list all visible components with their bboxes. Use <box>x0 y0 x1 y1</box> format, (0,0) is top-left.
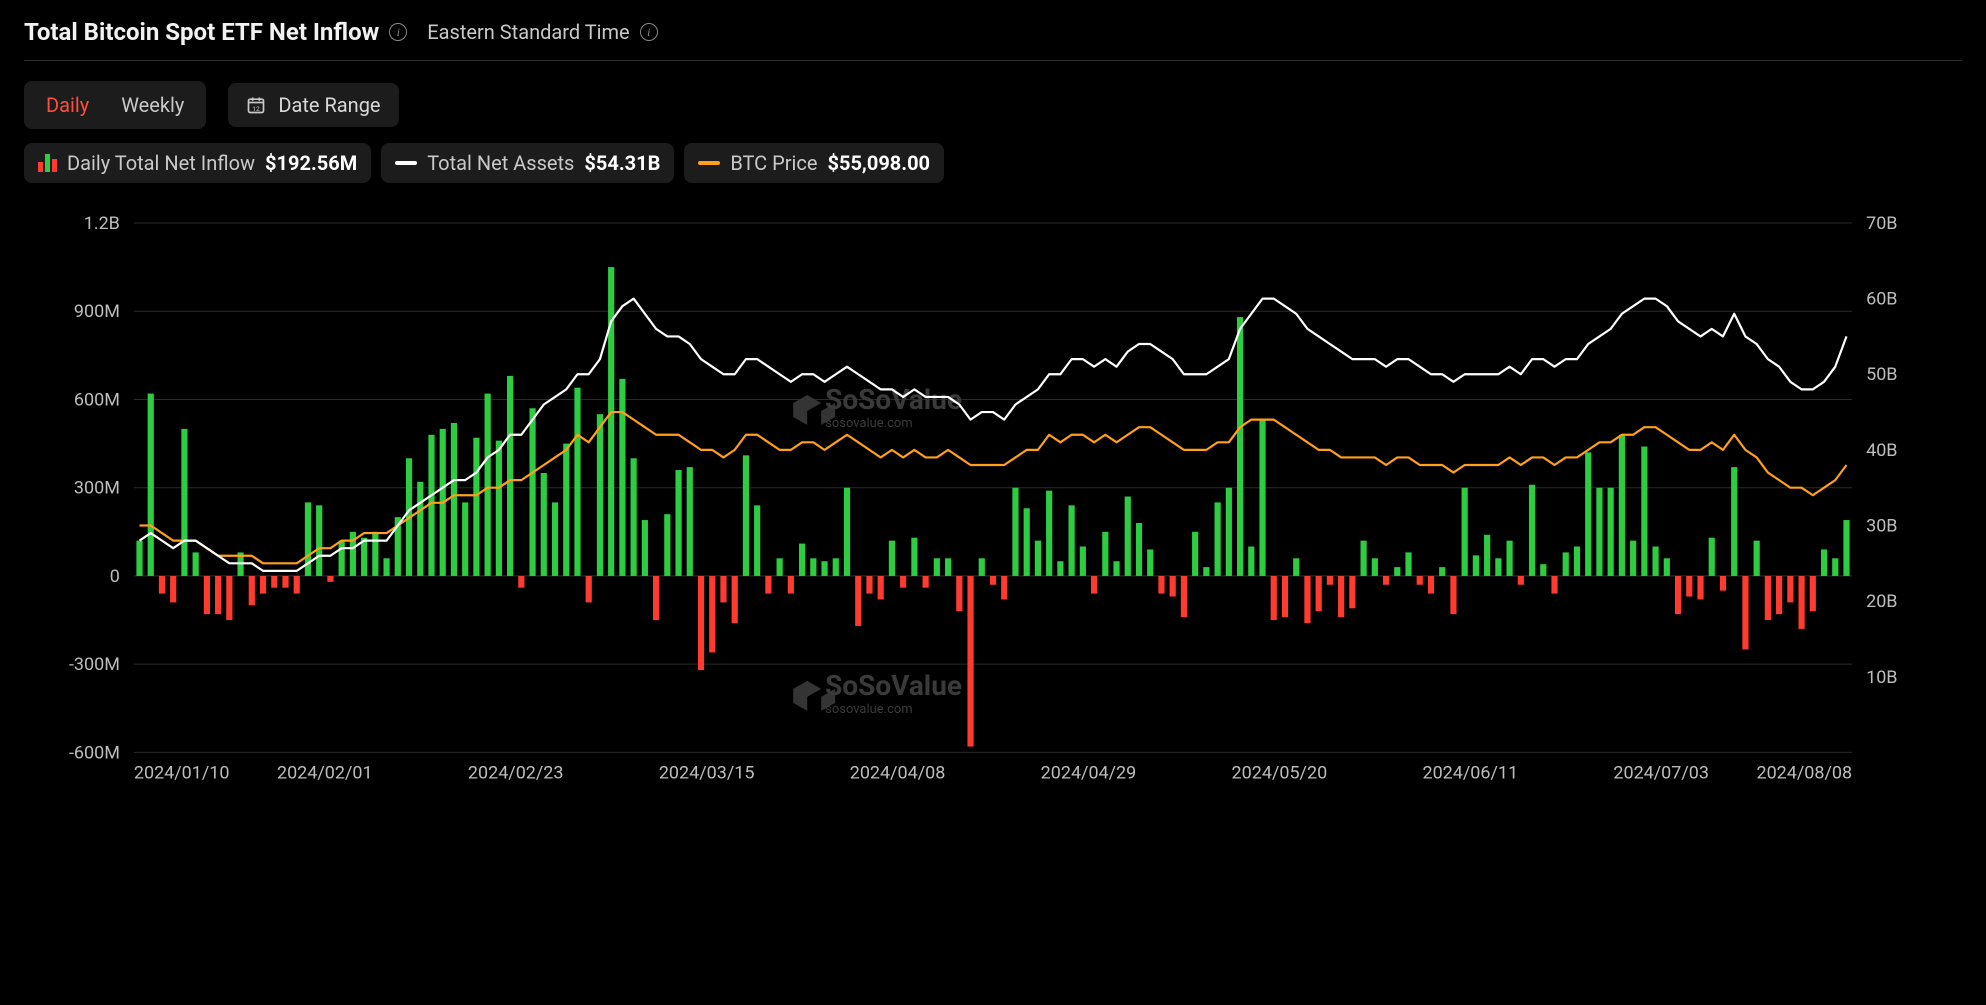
legend-net-assets[interactable]: Total Net Assets $54.31B <box>381 143 674 183</box>
svg-text:2024/04/29: 2024/04/29 <box>1041 762 1137 783</box>
info-icon[interactable]: i <box>389 23 407 41</box>
svg-text:60B: 60B <box>1866 289 1897 310</box>
line-swatch-icon <box>698 161 720 165</box>
legend-btc-price[interactable]: BTC Price $55,098.00 <box>684 143 944 183</box>
svg-text:2024/03/15: 2024/03/15 <box>659 762 755 783</box>
svg-text:70B: 70B <box>1866 213 1897 234</box>
svg-text:12: 12 <box>253 105 261 113</box>
svg-text:SoSoValue: SoSoValue <box>825 383 962 416</box>
bars-swatch-icon <box>38 154 57 172</box>
date-range-button[interactable]: 12 Date Range <box>228 83 398 127</box>
svg-text:900M: 900M <box>74 301 120 322</box>
legend-net-assets-label: Total Net Assets <box>427 151 574 175</box>
svg-text:2024/05/20: 2024/05/20 <box>1232 762 1328 783</box>
segment-daily[interactable]: Daily <box>32 87 103 123</box>
svg-text:0: 0 <box>110 566 120 587</box>
segment-weekly[interactable]: Weekly <box>107 87 198 123</box>
svg-text:300M: 300M <box>74 478 120 499</box>
svg-text:600M: 600M <box>74 389 120 410</box>
svg-text:2024/06/11: 2024/06/11 <box>1422 762 1518 783</box>
svg-text:2024/07/03: 2024/07/03 <box>1613 762 1709 783</box>
controls: Daily Weekly 12 Date Range <box>24 61 1962 143</box>
page-title: Total Bitcoin Spot ETF Net Inflow i <box>24 18 407 46</box>
info-icon[interactable]: i <box>640 23 658 41</box>
legend-net-inflow-value: $192.56M <box>265 151 357 175</box>
title-text: Total Bitcoin Spot ETF Net Inflow <box>24 18 379 46</box>
chart-svg[interactable]: -600M -300M 0 300M 600M 900M 1.2B 10B 20B 30B 40B 5… <box>24 193 1962 812</box>
svg-text:40B: 40B <box>1866 440 1897 461</box>
svg-text:2024/01/10: 2024/01/10 <box>134 762 230 783</box>
header: Total Bitcoin Spot ETF Net Inflow i East… <box>24 18 1962 61</box>
svg-text:-600M: -600M <box>69 742 120 763</box>
legend-net-inflow[interactable]: Daily Total Net Inflow $192.56M <box>24 143 371 183</box>
svg-text:2024/02/23: 2024/02/23 <box>468 762 564 783</box>
legend-btc-price-value: $55,098.00 <box>828 151 931 175</box>
svg-text:30B: 30B <box>1866 516 1897 537</box>
svg-text:SoSoValue: SoSoValue <box>825 669 962 702</box>
svg-text:sosovalue.com: sosovalue.com <box>825 702 912 717</box>
period-segment: Daily Weekly <box>24 81 206 129</box>
timezone-label: Eastern Standard Time i <box>427 20 657 44</box>
date-range-label: Date Range <box>278 93 380 117</box>
svg-text:2024/08/08: 2024/08/08 <box>1756 762 1852 783</box>
svg-text:10B: 10B <box>1866 667 1897 688</box>
svg-text:-300M: -300M <box>69 654 120 675</box>
calendar-icon: 12 <box>246 95 266 115</box>
timezone-text: Eastern Standard Time <box>427 20 629 44</box>
chart: -600M -300M 0 300M 600M 900M 1.2B 10B 20B 30B 40B 5… <box>24 193 1962 812</box>
svg-text:20B: 20B <box>1866 591 1897 612</box>
legend-btc-price-label: BTC Price <box>730 151 817 175</box>
legend: Daily Total Net Inflow $192.56M Total Ne… <box>24 143 1962 193</box>
legend-net-inflow-label: Daily Total Net Inflow <box>67 151 255 175</box>
svg-text:2024/04/08: 2024/04/08 <box>850 762 946 783</box>
svg-text:50B: 50B <box>1866 364 1897 385</box>
svg-text:sosovalue.com: sosovalue.com <box>825 416 912 431</box>
line-swatch-icon <box>395 161 417 165</box>
svg-text:1.2B: 1.2B <box>84 213 120 234</box>
svg-text:2024/02/01: 2024/02/01 <box>277 762 373 783</box>
legend-net-assets-value: $54.31B <box>584 151 660 175</box>
